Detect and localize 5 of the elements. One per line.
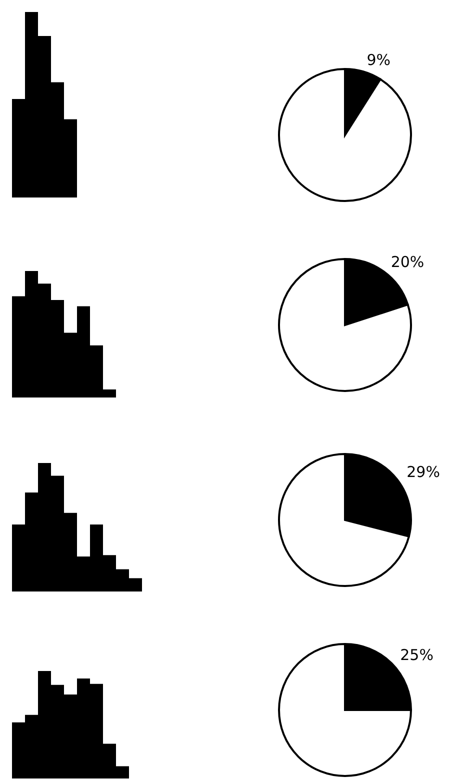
data-label: 25% — [400, 646, 434, 664]
pie-slice — [278, 68, 412, 202]
data-label: 29% — [406, 463, 440, 482]
data-label: 20% — [390, 252, 424, 271]
data-label: 9% — [366, 51, 391, 70]
